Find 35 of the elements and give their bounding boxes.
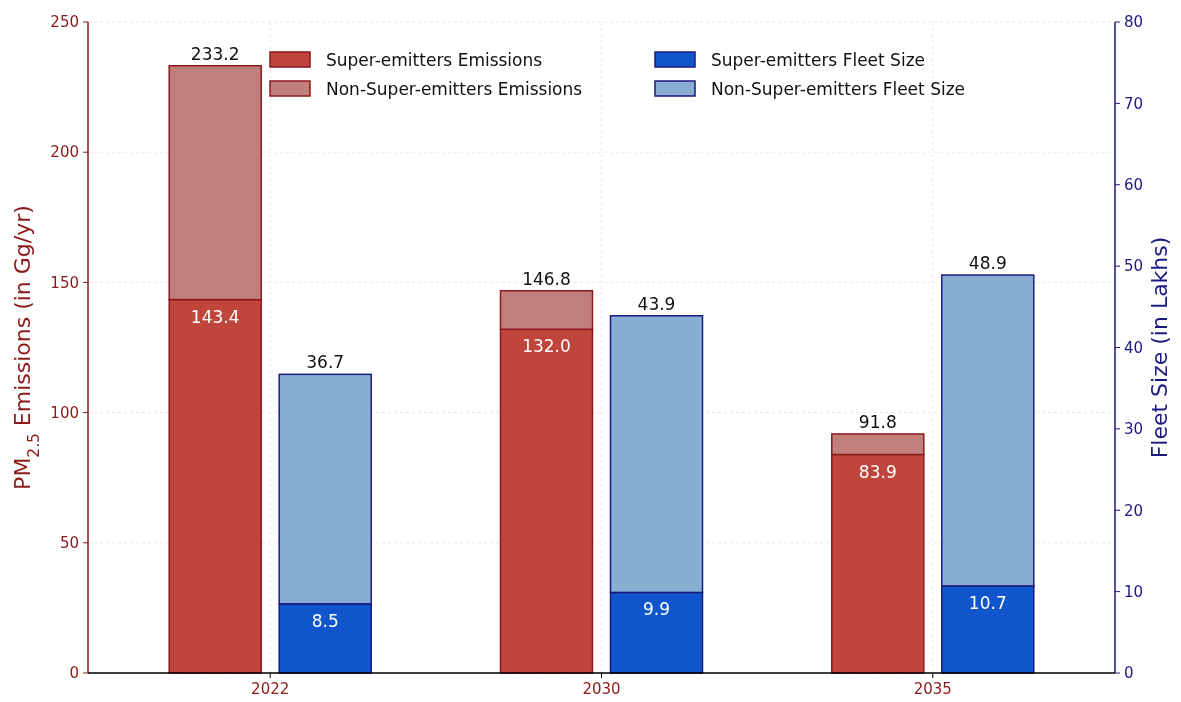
data-label: 132.0 xyxy=(522,336,571,357)
data-label: 143.4 xyxy=(190,306,240,327)
y-tick-label: 100 xyxy=(50,403,79,422)
x-tick-label: 2035 xyxy=(913,680,952,698)
y-tick-label: 150 xyxy=(50,273,79,292)
y-tick-label: 0 xyxy=(69,664,79,683)
text: 48.9 xyxy=(968,253,1007,274)
y2-tick-label: 70 xyxy=(1124,94,1144,113)
text: 43.9 xyxy=(637,293,676,314)
legend-label: Super-emitters Emissions xyxy=(326,49,543,70)
text: 36.7 xyxy=(306,352,345,373)
data-label: 83.9 xyxy=(858,461,897,482)
total-label: 233.2 xyxy=(190,43,240,64)
y2-tick-label: 50 xyxy=(1124,257,1144,276)
legend-label: Non-Super-emitters Fleet Size xyxy=(711,78,966,99)
data-label: 9.9 xyxy=(642,599,671,620)
y2-tick-label: 10 xyxy=(1124,582,1144,601)
y2-tick-label: 40 xyxy=(1124,338,1144,357)
total-label: 146.8 xyxy=(522,268,571,289)
y-tick-label: 200 xyxy=(50,143,79,162)
y2-tick-label: 80 xyxy=(1124,13,1144,32)
legend-label: Non-Super-emitters Emissions xyxy=(326,78,583,99)
y2-tick-label: 0 xyxy=(1124,664,1134,683)
x-tick-label: 2022 xyxy=(251,680,290,698)
data-label: 8.5 xyxy=(311,610,339,631)
data-label: 10.7 xyxy=(968,592,1007,613)
y2-tick-label: 30 xyxy=(1124,420,1144,439)
y2-axis-title: Fleet Size (in Lakhs) xyxy=(1147,236,1172,459)
x-tick-label: 2030 xyxy=(582,680,621,698)
y2-tick-label: 20 xyxy=(1124,501,1144,520)
y-tick-label: 250 xyxy=(50,13,79,32)
legend-label: Super-emitters Fleet Size xyxy=(711,49,926,70)
y-tick-label: 50 xyxy=(59,534,79,553)
total-label: 91.8 xyxy=(858,411,897,432)
y2-tick-label: 60 xyxy=(1124,176,1144,194)
